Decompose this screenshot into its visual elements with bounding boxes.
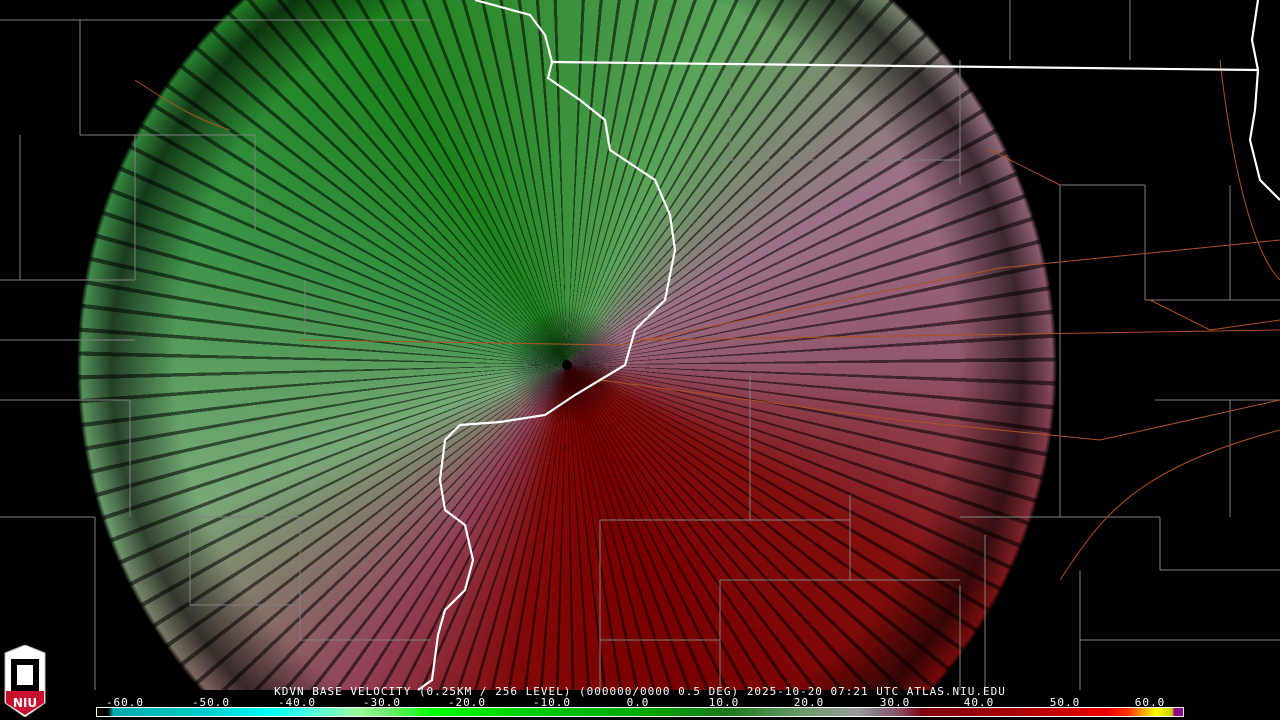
legend-tick: -50.0 [191, 696, 231, 709]
legend-tick: -40.0 [277, 696, 317, 709]
roads [134, 59, 1280, 581]
legend-tick: 60.0 [1134, 696, 1166, 709]
legend-tick: 20.0 [793, 696, 825, 709]
legend-tick: 0.0 [626, 696, 650, 709]
radar-site-marker [562, 360, 572, 370]
legend-tick: -10.0 [532, 696, 572, 709]
county-lines [0, 0, 1280, 690]
niu-logo: NIU [4, 645, 46, 717]
legend-tick: 30.0 [879, 696, 911, 709]
product-title: KDVN BASE VELOCITY (0.25KM / 256 LEVEL) … [274, 685, 1006, 698]
radar-range-fade [0, 0, 1280, 690]
legend-tick: -60.0 [105, 696, 145, 709]
state-borders [417, 0, 1280, 691]
legend-tick: 50.0 [1049, 696, 1081, 709]
legend-tick: -30.0 [362, 696, 402, 709]
legend-tick: -20.0 [447, 696, 487, 709]
svg-text:NIU: NIU [13, 696, 37, 710]
velocity-color-bar [96, 707, 1184, 717]
legend-tick: 40.0 [963, 696, 995, 709]
legend-tick: 10.0 [708, 696, 740, 709]
